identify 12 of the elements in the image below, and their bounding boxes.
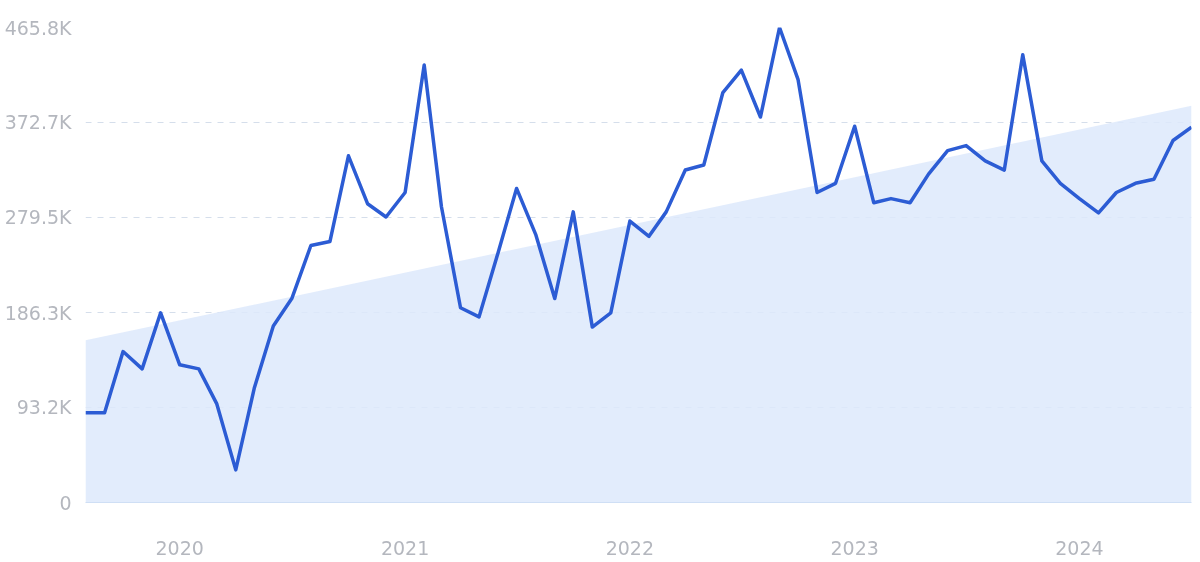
x-tick-label: 2023 (830, 536, 879, 559)
x-tick-label: 2021 (380, 536, 430, 559)
y-tick-label: 465.8K (4, 16, 73, 39)
line-series (85, 27, 1192, 472)
x-tick-label: 2020 (155, 536, 204, 559)
x-tick-label: 2024 (1055, 536, 1104, 559)
y-tick-label: 93.2K (16, 396, 73, 419)
y-tick-label: 186.3K (4, 301, 73, 324)
y-tick-label: 0 (59, 491, 72, 514)
y-tick-label: 279.5K (4, 206, 73, 229)
x-tick-label: 2022 (605, 536, 655, 559)
y-tick-label: 372.7K (4, 111, 73, 134)
